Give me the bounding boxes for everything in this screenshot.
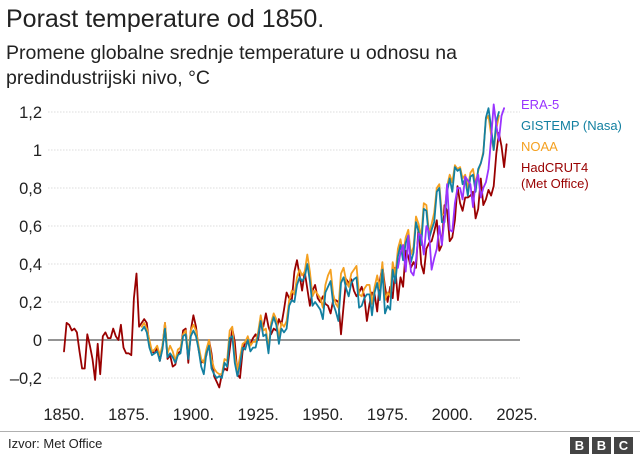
- series-lines: [63, 103, 508, 389]
- series-line-noaa: [140, 114, 500, 376]
- chart-subtitle: Promene globalne srednje temperature u o…: [6, 42, 457, 89]
- y-tick-label: 0,8: [19, 180, 42, 198]
- x-axis-tick-labels: 1850. 1875. 1900. 1925. 1950. 1975. 2000. 2025.: [43, 406, 537, 424]
- y-tick-label: 1: [33, 142, 42, 160]
- source-note: Izvor: Met Office: [8, 436, 103, 451]
- y-axis-tick-labels: –0,2 0 0,2 0,4 0,6 0,8 1 1,2: [10, 104, 42, 388]
- legend-entry: ERA-5: [521, 97, 559, 112]
- x-tick-label: 1950.: [302, 406, 343, 424]
- footer-divider: [0, 431, 640, 432]
- bbc-logo: B B C: [570, 437, 633, 454]
- y-tick-label: 0,2: [19, 294, 42, 312]
- legend-entry: HadCRUT4: [521, 160, 588, 175]
- legend-entry: GISTEMP (Nasa): [521, 118, 622, 133]
- x-tick-label: 1875.: [108, 406, 149, 424]
- logo-letter: C: [614, 437, 633, 454]
- x-tick-label: 2025.: [496, 406, 537, 424]
- x-tick-label: 1850.: [43, 406, 84, 424]
- y-tick-label: 1,2: [19, 104, 42, 122]
- x-tick-label: 1975.: [367, 406, 408, 424]
- legend-entry-detail: (Met Office): [521, 176, 589, 191]
- legend-entry: NOAA: [521, 139, 558, 154]
- x-tick-label: 1900.: [173, 406, 214, 424]
- y-tick-label: 0,6: [19, 218, 42, 236]
- series-line-hadcrut4: [63, 131, 508, 389]
- y-tick-label: 0,4: [19, 256, 42, 274]
- logo-letter: B: [570, 437, 589, 454]
- y-tick-label: –0,2: [10, 370, 42, 388]
- series-line-gistemp-nasa: [140, 107, 500, 379]
- logo-letter: B: [592, 437, 611, 454]
- x-tick-label: 2000.: [432, 406, 473, 424]
- y-tick-label: 0: [33, 332, 42, 350]
- series-line-era-5: [396, 103, 506, 277]
- chart-svg: –0,2 0 0,2 0,4 0,6 0,8 1 1,2 1850. 1875. 1900. 192…: [10, 97, 622, 424]
- x-tick-label: 1925.: [237, 406, 278, 424]
- legend: ERA-5 GISTEMP (Nasa) NOAA HadCRUT4(Met Offi…: [521, 97, 622, 191]
- grid-lines: [48, 111, 520, 379]
- chart-title: Porast temperature od 1850.: [6, 5, 325, 33]
